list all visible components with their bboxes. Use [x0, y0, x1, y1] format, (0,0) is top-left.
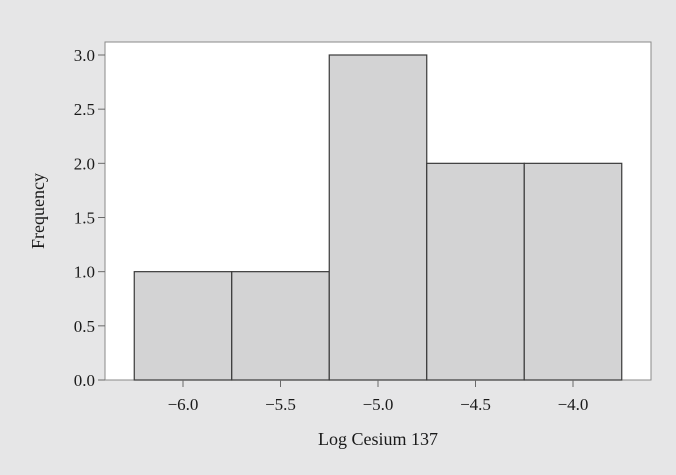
histogram-bars	[133, 54, 623, 381]
x-axis-ticks: −6.0 −5.5 −5.0 −4.5 −4.0	[168, 380, 589, 414]
y-tick-label: 2.5	[74, 100, 95, 119]
y-tick-label: 0.5	[74, 317, 95, 336]
histogram-bar-3	[426, 162, 525, 381]
y-tick-label: 1.5	[74, 209, 95, 228]
x-tick-label: −5.0	[363, 395, 394, 414]
x-tick-label: −4.5	[460, 395, 491, 414]
y-axis-title: Frequency	[28, 173, 48, 249]
x-tick-label: −6.0	[168, 395, 199, 414]
histogram-bar-4	[523, 162, 623, 381]
y-tick-label: 0.0	[74, 371, 95, 390]
histogram-bar-0	[133, 271, 233, 381]
x-tick-label: −4.0	[558, 395, 589, 414]
y-tick-label: 1.0	[74, 263, 95, 282]
histogram-bar-2	[328, 54, 428, 381]
y-axis-ticks: 0.0 0.5 1.0 1.5 2.0 2.5 3.0	[74, 46, 105, 390]
y-tick-label: 2.0	[74, 154, 95, 173]
y-tick-label: 3.0	[74, 46, 95, 65]
x-tick-label: −5.5	[265, 395, 296, 414]
histogram-bar-1	[231, 271, 330, 381]
x-axis-title: Log Cesium 137	[318, 429, 438, 449]
